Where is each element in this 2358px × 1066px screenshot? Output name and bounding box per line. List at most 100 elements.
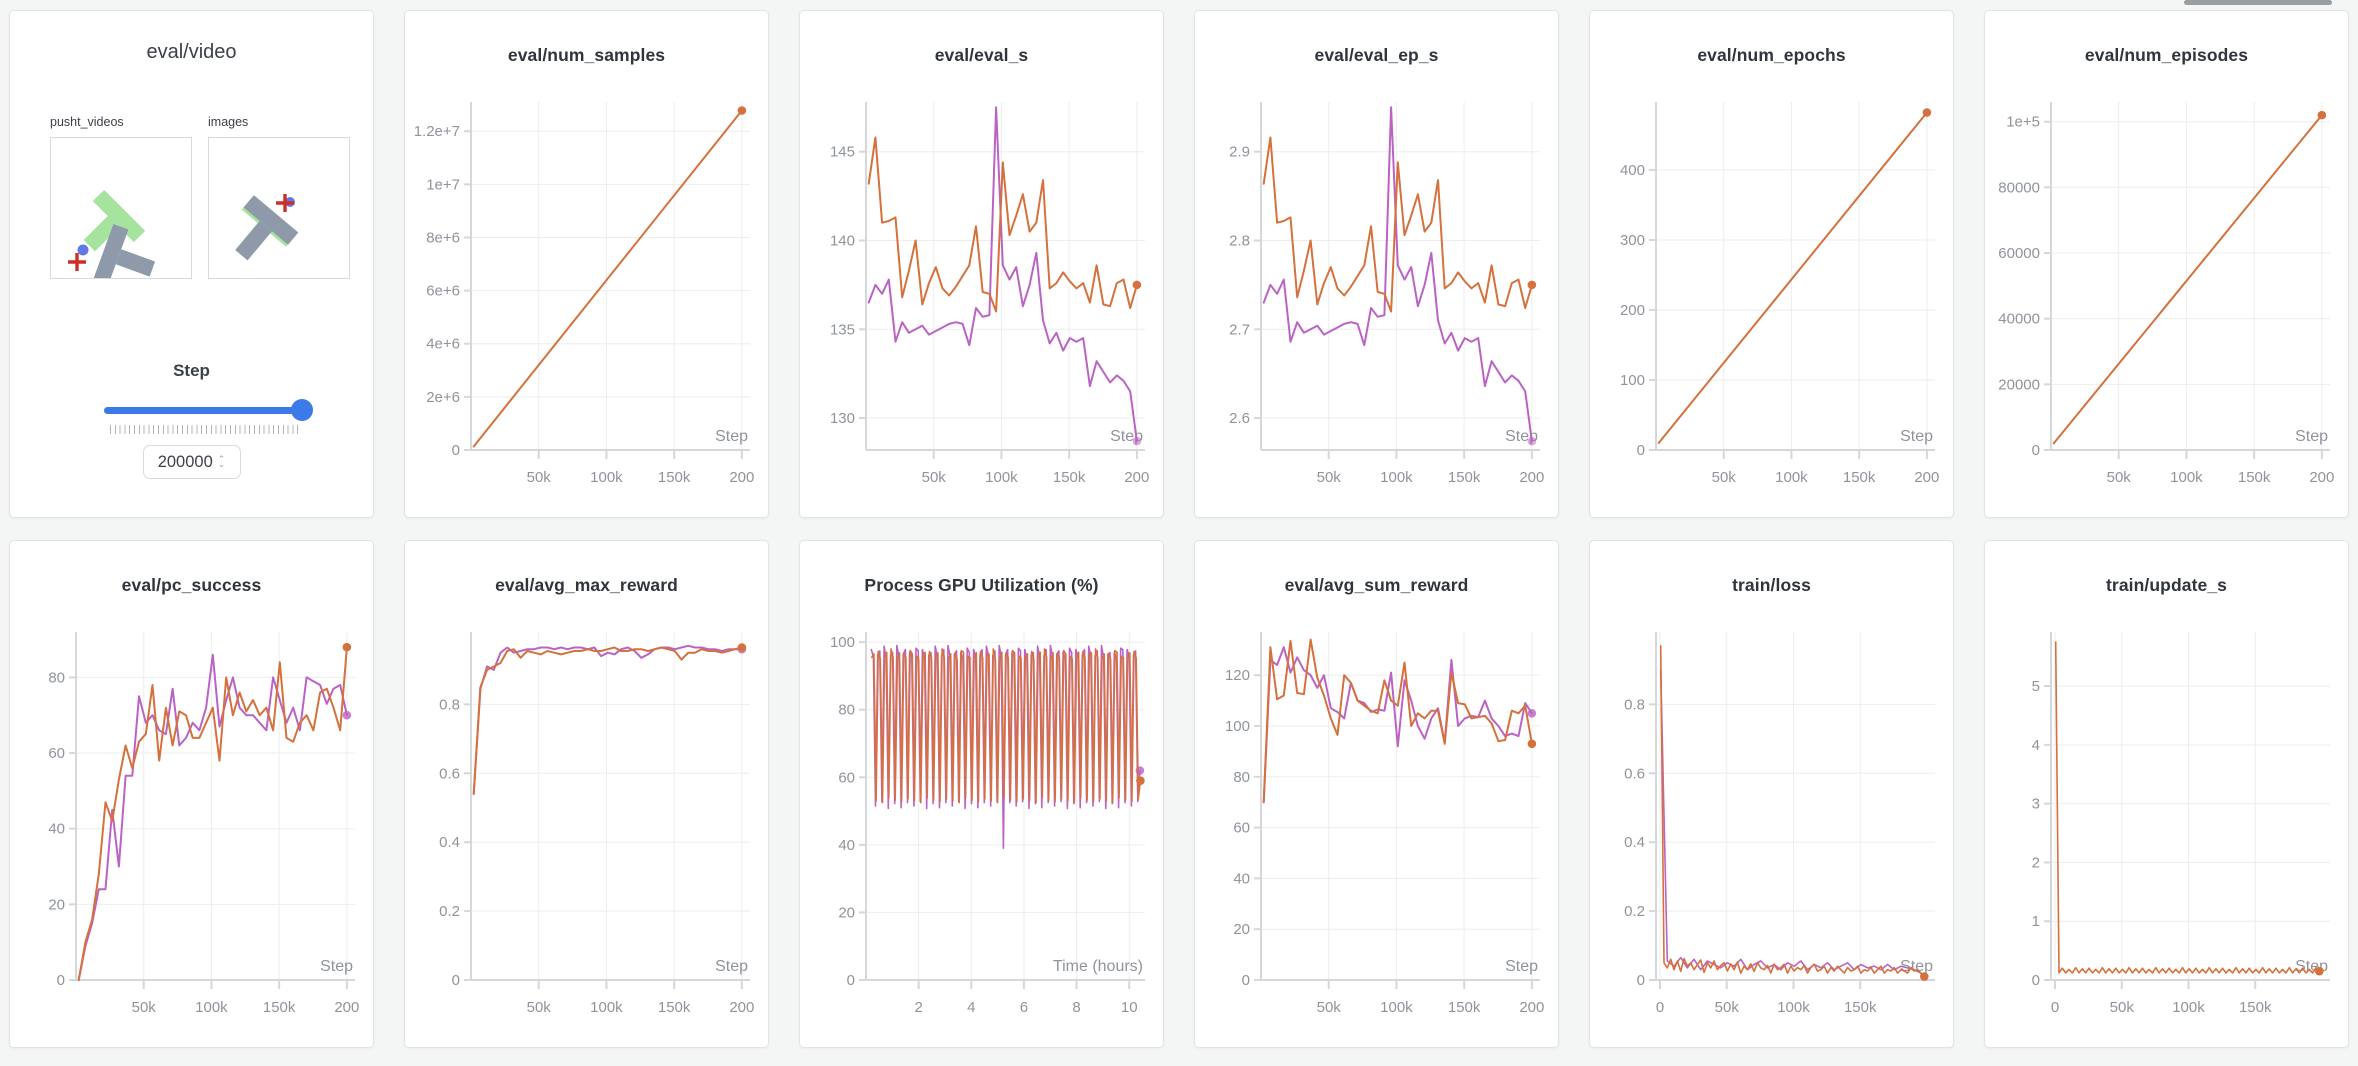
panel-eval-video[interactable]: eval/video pusht_videos images bbox=[9, 10, 374, 518]
svg-text:150k: 150k bbox=[2239, 999, 2272, 1016]
step-spinner[interactable]: ⌃ ⌄ bbox=[217, 454, 226, 469]
svg-text:80000: 80000 bbox=[1998, 179, 2040, 196]
svg-text:80: 80 bbox=[48, 669, 65, 686]
chart-title: eval/num_samples bbox=[507, 45, 666, 65]
line-chart-eval-num-episodes[interactable]: 50k 100k 150k 200 0 20000 40000 60000 80000 1e+5 S… bbox=[1985, 92, 2348, 504]
svg-text:200: 200 bbox=[1519, 469, 1544, 486]
svg-text:100k: 100k bbox=[590, 999, 623, 1016]
svg-text:40000: 40000 bbox=[1998, 311, 2040, 328]
svg-text:20000: 20000 bbox=[1998, 376, 2040, 393]
svg-text:20: 20 bbox=[1233, 921, 1250, 938]
svg-text:100k: 100k bbox=[985, 469, 1018, 486]
panel-eval-num-episodes[interactable]: eval/num_episodes 50k 100k 150k 200 0 20000 40… bbox=[1984, 10, 2349, 518]
svg-text:2: 2 bbox=[914, 999, 922, 1016]
svg-text:50k: 50k bbox=[1317, 469, 1342, 486]
svg-text:3: 3 bbox=[2032, 796, 2040, 813]
panel-eval-eval-ep-s[interactable]: eval/eval_ep_s 50k 100k 150k 200 2.6 2.7 2.8 2.… bbox=[1194, 10, 1559, 518]
goal-t-shape bbox=[83, 189, 146, 252]
svg-text:100: 100 bbox=[1620, 372, 1645, 389]
svg-text:50k: 50k bbox=[2107, 469, 2132, 486]
horizontal-scrollbar[interactable] bbox=[2184, 0, 2332, 5]
svg-text:140: 140 bbox=[830, 232, 855, 249]
svg-text:5: 5 bbox=[2032, 678, 2040, 695]
chart-title: eval/num_epochs bbox=[1697, 45, 1846, 65]
svg-text:100k: 100k bbox=[195, 999, 228, 1016]
svg-text:1e+5: 1e+5 bbox=[2006, 114, 2040, 131]
svg-text:2e+6: 2e+6 bbox=[426, 389, 460, 406]
svg-text:0.4: 0.4 bbox=[439, 834, 460, 851]
svg-text:6e+6: 6e+6 bbox=[426, 283, 460, 300]
svg-text:200: 200 bbox=[1124, 469, 1149, 486]
panel-eval-eval-s[interactable]: eval/eval_s 50k 100k 150k 200 130 135 140 145 St… bbox=[799, 10, 1164, 518]
svg-text:Step: Step bbox=[715, 428, 748, 445]
line-chart-eval-num-epochs[interactable]: 50k 100k 150k 200 0 100 200 300 400 Step bbox=[1590, 92, 1953, 504]
svg-text:0: 0 bbox=[2032, 972, 2040, 989]
svg-text:80: 80 bbox=[1233, 769, 1250, 786]
panel-eval-num-epochs[interactable]: eval/num_epochs 50k 100k 150k 200 0 100 200 300… bbox=[1589, 10, 1954, 518]
panel-eval-avg-sum-reward[interactable]: eval/avg_sum_reward 50k 100k 150k 200 0 20 40 6… bbox=[1194, 540, 1559, 1048]
svg-text:400: 400 bbox=[1620, 162, 1645, 179]
svg-text:300: 300 bbox=[1620, 232, 1645, 249]
svg-text:1: 1 bbox=[2032, 913, 2040, 930]
block-t-shape bbox=[93, 224, 156, 284]
svg-text:100: 100 bbox=[830, 634, 855, 651]
svg-text:0.2: 0.2 bbox=[1624, 903, 1645, 920]
svg-text:150k: 150k bbox=[1844, 999, 1877, 1016]
svg-text:100k: 100k bbox=[2170, 469, 2203, 486]
spinner-up-icon[interactable]: ⌃ bbox=[217, 454, 226, 464]
svg-text:120: 120 bbox=[1225, 667, 1250, 684]
svg-text:4: 4 bbox=[2032, 737, 2040, 754]
svg-text:Step: Step bbox=[2295, 428, 2328, 445]
line-chart-eval-avg-max-reward[interactable]: 50k 100k 150k 200 0 0.2 0.4 0.6 0.8 Step bbox=[405, 622, 768, 1034]
svg-text:50k: 50k bbox=[527, 469, 552, 486]
svg-text:0.8: 0.8 bbox=[1624, 696, 1645, 713]
svg-text:Time (hours): Time (hours) bbox=[1053, 958, 1143, 975]
panel-train-loss[interactable]: train/loss 0 50k 100k 150k 0 0.2 0.4 0.6 0.8 Step bbox=[1589, 540, 1954, 1048]
line-chart-eval-num-samples[interactable]: 50k 100k 150k 200 0 2e+6 4e+6 6e+6 8e+6 1e+7 1.2e+… bbox=[405, 92, 768, 504]
panel-eval-pc-success[interactable]: eval/pc_success 50k 100k 150k 200 0 20 40 60 80 S… bbox=[9, 540, 374, 1048]
panel-gpu-utilization[interactable]: Process GPU Utilization (%) 2 4 6 8 10 0 20 40 6… bbox=[799, 540, 1164, 1048]
media-label-images: images bbox=[208, 115, 249, 129]
svg-text:50k: 50k bbox=[1715, 999, 1740, 1016]
svg-text:4e+6: 4e+6 bbox=[426, 336, 460, 353]
step-slider-handle[interactable] bbox=[291, 399, 313, 421]
svg-text:Step: Step bbox=[1900, 428, 1933, 445]
spinner-down-icon[interactable]: ⌄ bbox=[217, 459, 226, 469]
svg-text:150k: 150k bbox=[2238, 469, 2271, 486]
svg-text:100: 100 bbox=[1225, 718, 1250, 735]
svg-text:150k: 150k bbox=[1448, 999, 1481, 1016]
media-label-pusht-videos: pusht_videos bbox=[50, 115, 124, 129]
svg-text:60000: 60000 bbox=[1998, 245, 2040, 262]
step-slider[interactable] bbox=[104, 399, 313, 421]
svg-text:50k: 50k bbox=[922, 469, 947, 486]
panel-eval-avg-max-reward[interactable]: eval/avg_max_reward 50k 100k 150k 200 0 0.2 0.… bbox=[404, 540, 769, 1048]
svg-text:200: 200 bbox=[334, 999, 359, 1016]
svg-text:2.9: 2.9 bbox=[1229, 144, 1250, 161]
step-value-box[interactable]: 200000 ⌃ ⌄ bbox=[142, 445, 241, 479]
svg-text:200: 200 bbox=[1620, 302, 1645, 319]
target-cross-icon bbox=[68, 253, 86, 271]
panel-grid: eval/video pusht_videos images bbox=[9, 10, 2349, 1048]
svg-text:40: 40 bbox=[1233, 870, 1250, 887]
line-chart-eval-avg-sum-reward[interactable]: 50k 100k 150k 200 0 20 40 60 80 100 120 Step bbox=[1195, 622, 1558, 1034]
line-chart-eval-pc-success[interactable]: 50k 100k 150k 200 0 20 40 60 80 Step bbox=[10, 622, 373, 1034]
svg-text:100k: 100k bbox=[1380, 999, 1413, 1016]
panel-train-update-s[interactable]: train/update_s 0 50k 100k 150k 0 1 2 3 4 5 Step bbox=[1984, 540, 2349, 1048]
panel-eval-num-samples[interactable]: eval/num_samples 50k 100k 150k 200 0 2e+6 4e+6… bbox=[404, 10, 769, 518]
svg-text:0: 0 bbox=[452, 442, 460, 459]
svg-text:50k: 50k bbox=[132, 999, 157, 1016]
svg-text:150k: 150k bbox=[1053, 469, 1086, 486]
svg-text:0: 0 bbox=[847, 972, 855, 989]
pusht-video-thumbnail[interactable] bbox=[50, 137, 192, 284]
step-value[interactable]: 200000 bbox=[157, 452, 213, 471]
svg-text:0.6: 0.6 bbox=[1624, 765, 1645, 782]
svg-text:100k: 100k bbox=[1777, 999, 1810, 1016]
chart-title: eval/eval_s bbox=[934, 45, 1029, 65]
svg-text:0: 0 bbox=[1242, 972, 1250, 989]
images-thumbnail[interactable] bbox=[208, 137, 350, 279]
